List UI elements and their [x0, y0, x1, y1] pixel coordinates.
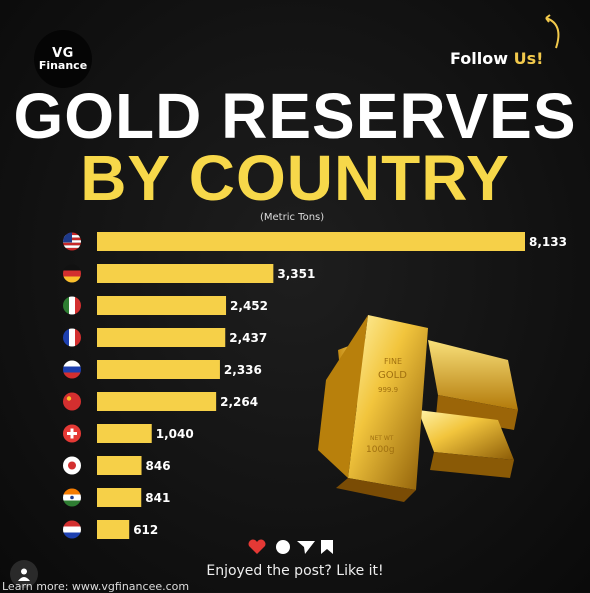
title-line1: GOLD RESERVES — [13, 80, 577, 152]
bar-row: 2,437 — [63, 328, 267, 347]
enjoy-caption: Enjoyed the post? Like it! — [206, 563, 384, 579]
share-icon[interactable] — [297, 541, 315, 554]
follow-prefix: Follow — [450, 49, 514, 68]
bar-row: 3,351 — [63, 264, 315, 283]
heart-icon[interactable] — [248, 539, 266, 554]
bar-value-label: 1,040 — [156, 427, 194, 441]
bar-value-label: 612 — [133, 523, 158, 537]
china-flag-icon — [63, 392, 81, 411]
france-flag-icon — [63, 328, 81, 347]
stamp-text-5: 1000g — [366, 445, 395, 455]
comment-icon[interactable] — [276, 540, 290, 554]
bar — [97, 264, 274, 283]
russia-flag-icon — [63, 360, 81, 379]
follow-highlight: Us! — [513, 49, 544, 68]
india-flag-icon — [63, 488, 81, 507]
learn-more-link[interactable]: Learn more: www.vgfinancee.com — [2, 580, 190, 593]
bar-value-label: 8,133 — [529, 235, 567, 249]
bar-value-label: 841 — [145, 491, 170, 505]
bookmark-icon[interactable] — [321, 540, 333, 554]
bar-row: 612 — [63, 520, 158, 539]
brand-logo: VG Finance — [34, 30, 92, 88]
bar-chart: 8,133 3,351 2,452 2,437 2,336 2,264 1,040 846 84… — [63, 232, 567, 539]
bar-row: 1,040 — [63, 424, 194, 443]
bar — [97, 232, 525, 251]
bar — [97, 328, 226, 347]
bar — [97, 296, 227, 315]
bar — [97, 424, 152, 443]
switzerland-flag-icon — [63, 424, 81, 443]
bar — [97, 520, 130, 539]
germany-flag-icon — [63, 264, 81, 283]
title-line2: BY COUNTRY — [80, 142, 510, 214]
user-icon — [18, 568, 30, 581]
bar-value-label: 2,452 — [230, 299, 268, 313]
curved-arrow-icon — [545, 14, 560, 49]
gold-bars-illustration: FINE GOLD 999.9 NET WT 1000g — [318, 315, 518, 502]
user-avatar[interactable] — [10, 560, 38, 588]
us-flag-icon — [63, 232, 81, 251]
bar — [97, 360, 220, 379]
bar-row: 841 — [63, 488, 170, 507]
japan-flag-icon — [63, 456, 81, 475]
bar-value-label: 2,264 — [220, 395, 258, 409]
bar-row: 2,452 — [63, 296, 268, 315]
bar — [97, 456, 142, 475]
bar-row: 2,264 — [63, 392, 258, 411]
bar-row: 2,336 — [63, 360, 262, 379]
follow-us-link[interactable]: Follow Us! — [450, 49, 543, 68]
stamp-text-3: 999.9 — [378, 386, 398, 394]
brand-line1: VG — [52, 46, 74, 61]
chart-subtitle: (Metric Tons) — [260, 212, 325, 223]
netherlands-flag-icon — [63, 520, 81, 539]
bar-value-label: 846 — [146, 459, 171, 473]
bar-row: 846 — [63, 456, 171, 475]
stamp-text-1: FINE — [384, 357, 402, 366]
stamp-text-2: GOLD — [378, 370, 407, 381]
bar — [97, 488, 142, 507]
stamp-text-4: NET WT — [370, 435, 394, 442]
italy-flag-icon — [63, 296, 81, 315]
bar-value-label: 2,437 — [229, 331, 267, 345]
bar-value-label: 3,351 — [277, 267, 315, 281]
social-icons — [248, 539, 333, 554]
bar-row: 8,133 — [63, 232, 567, 251]
brand-line2: Finance — [38, 59, 88, 72]
bar — [97, 392, 217, 411]
bar-value-label: 2,336 — [224, 363, 262, 377]
